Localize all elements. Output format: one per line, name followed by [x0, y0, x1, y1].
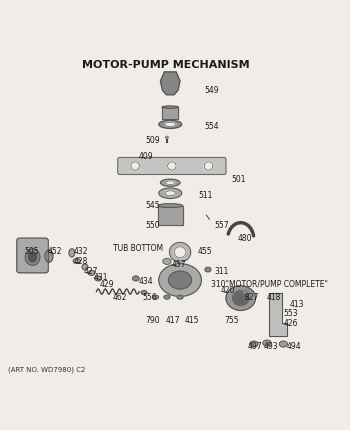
Text: 431: 431: [93, 273, 108, 282]
Ellipse shape: [159, 121, 182, 129]
Ellipse shape: [243, 290, 248, 294]
Ellipse shape: [177, 295, 183, 299]
Ellipse shape: [165, 181, 175, 185]
Text: 457: 457: [172, 260, 187, 269]
Bar: [158, 206, 183, 225]
Ellipse shape: [28, 252, 37, 262]
Text: 432: 432: [74, 246, 88, 255]
Text: 550: 550: [146, 220, 160, 229]
Text: 494: 494: [287, 341, 301, 350]
Ellipse shape: [158, 204, 183, 208]
Text: MOTOR-PUMP MECHANISM: MOTOR-PUMP MECHANISM: [82, 60, 249, 70]
Text: 480: 480: [237, 233, 252, 243]
Text: 455: 455: [198, 246, 213, 255]
Ellipse shape: [166, 137, 168, 139]
Text: 505: 505: [25, 246, 39, 255]
Text: 790: 790: [146, 315, 160, 324]
Ellipse shape: [95, 276, 102, 281]
FancyBboxPatch shape: [118, 158, 226, 175]
Ellipse shape: [25, 249, 40, 266]
Ellipse shape: [169, 243, 191, 262]
Ellipse shape: [205, 267, 211, 272]
Text: 497: 497: [247, 341, 262, 350]
Text: 428: 428: [74, 256, 88, 265]
Polygon shape: [160, 73, 180, 95]
Text: 509: 509: [146, 135, 160, 144]
Text: 311: 311: [215, 266, 229, 275]
Ellipse shape: [164, 123, 176, 127]
Ellipse shape: [141, 291, 147, 295]
Ellipse shape: [263, 340, 271, 346]
Polygon shape: [268, 294, 287, 336]
Text: 511: 511: [198, 191, 212, 200]
Ellipse shape: [204, 163, 213, 171]
Ellipse shape: [250, 341, 258, 347]
Text: 549: 549: [205, 86, 219, 95]
Ellipse shape: [69, 249, 75, 258]
Text: 501: 501: [231, 175, 245, 184]
Ellipse shape: [45, 250, 53, 263]
Text: 415: 415: [185, 315, 199, 324]
Text: 418: 418: [267, 292, 281, 301]
Ellipse shape: [159, 264, 201, 297]
Text: 409: 409: [139, 152, 154, 161]
Text: 545: 545: [146, 201, 160, 210]
Ellipse shape: [82, 264, 88, 270]
Ellipse shape: [165, 191, 175, 196]
Text: 420: 420: [221, 286, 236, 295]
Text: (ART NO. WD7980) C2: (ART NO. WD7980) C2: [8, 366, 85, 372]
Ellipse shape: [232, 291, 249, 306]
Ellipse shape: [162, 107, 178, 109]
Text: 554: 554: [205, 122, 219, 131]
Ellipse shape: [163, 259, 171, 265]
Bar: [162, 108, 178, 119]
Ellipse shape: [160, 180, 180, 187]
Text: 755: 755: [224, 315, 239, 324]
Ellipse shape: [131, 163, 139, 171]
Text: 413: 413: [290, 299, 304, 308]
Text: 310"MOTOR/PUMP COMPLETE": 310"MOTOR/PUMP COMPLETE": [211, 279, 328, 288]
Text: 417: 417: [165, 315, 180, 324]
Ellipse shape: [159, 188, 182, 199]
Text: 429: 429: [100, 279, 114, 288]
Text: 462: 462: [113, 292, 127, 301]
Text: 556: 556: [142, 292, 157, 301]
Text: 827: 827: [244, 292, 258, 301]
Ellipse shape: [168, 163, 176, 171]
Ellipse shape: [88, 271, 95, 276]
Text: 434: 434: [139, 276, 154, 285]
Ellipse shape: [133, 276, 139, 281]
Ellipse shape: [279, 341, 287, 347]
Ellipse shape: [174, 247, 186, 258]
Ellipse shape: [164, 295, 170, 299]
Ellipse shape: [73, 259, 80, 264]
Text: TUB BOTTOM: TUB BOTTOM: [113, 243, 163, 252]
Text: 557: 557: [215, 220, 229, 229]
Text: 553: 553: [284, 309, 298, 318]
Text: 427: 427: [83, 266, 98, 275]
Ellipse shape: [226, 286, 255, 311]
FancyBboxPatch shape: [17, 239, 48, 273]
Text: 426: 426: [284, 319, 298, 327]
Text: 493: 493: [264, 341, 278, 350]
Ellipse shape: [169, 271, 191, 289]
Ellipse shape: [153, 295, 159, 299]
Text: 452: 452: [47, 246, 62, 255]
